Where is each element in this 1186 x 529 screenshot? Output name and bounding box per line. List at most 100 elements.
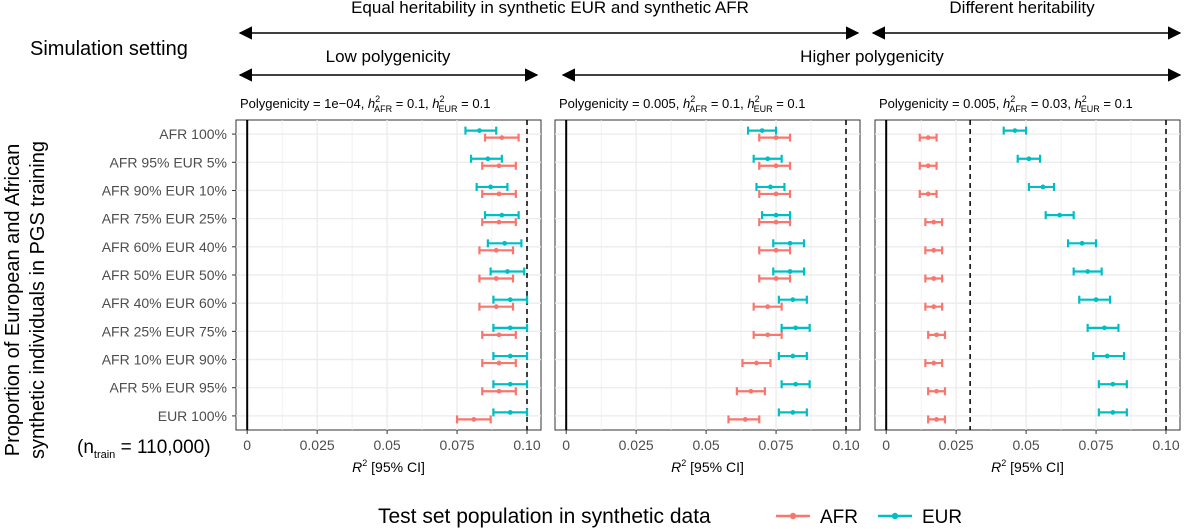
- x-tick-label: 0: [562, 437, 570, 453]
- data-point: [1040, 184, 1046, 190]
- series-afr: [455, 133, 520, 424]
- x-tick-label: 0: [243, 437, 251, 453]
- data-point: [787, 240, 793, 246]
- panel-title: Polygenicity = 0.005, h2 AFR = 0.03, h2 EU…: [879, 94, 1133, 114]
- data-point: [1079, 240, 1085, 246]
- x-axis-title: R2 [95% CI]: [671, 458, 744, 475]
- different-heritability-label: Different heritability: [949, 0, 1095, 17]
- category-labels: AFR 100% AFR 95% EUR 5% AFR 90% EUR 10% AFR…: [102, 126, 236, 424]
- category-label: AFR 40% EUR 60%: [102, 295, 227, 311]
- y-axis-title: Proportion of European and African synth…: [2, 141, 49, 459]
- data-point: [931, 360, 937, 366]
- data-point: [931, 276, 937, 281]
- data-point: [773, 247, 779, 253]
- legend-item-afr: AFR: [776, 507, 858, 528]
- data-point: [499, 135, 505, 140]
- data-point: [773, 163, 779, 169]
- data-point: [496, 360, 502, 366]
- data-point: [790, 410, 796, 415]
- x-tick-label: 0.075: [1079, 437, 1114, 453]
- data-point: [507, 353, 513, 359]
- higher-polygenicity-label: Higher polygenicity: [800, 47, 944, 66]
- data-point: [931, 247, 937, 253]
- data-point: [765, 156, 771, 162]
- data-point: [793, 381, 799, 387]
- category-label: AFR 100%: [159, 126, 227, 142]
- data-point: [765, 304, 771, 310]
- data-point: [742, 417, 748, 422]
- panel-3: Polygenicity = 0.005, h2 AFR = 0.03, h2 EU…: [874, 94, 1181, 475]
- category-label: AFR 5% EUR 95%: [110, 380, 227, 396]
- series-eur: [1002, 126, 1128, 417]
- category-label: AFR 75% EUR 25%: [102, 211, 227, 227]
- data-point: [1110, 410, 1116, 415]
- data-point: [493, 276, 499, 281]
- data-point: [1110, 381, 1116, 387]
- data-point: [496, 388, 502, 394]
- series-eur: [746, 126, 811, 417]
- legend: Test set population in synthetic data AF…: [378, 505, 962, 528]
- data-point: [488, 184, 494, 190]
- data-point: [471, 417, 477, 422]
- data-point: [925, 163, 931, 169]
- x-tick-label: 0.025: [619, 437, 654, 453]
- data-point: [925, 135, 931, 140]
- simulation-setting-label: Simulation setting: [30, 38, 188, 60]
- data-point: [765, 332, 771, 338]
- x-axis-title: R2 [95% CI]: [352, 458, 425, 475]
- data-point: [773, 212, 779, 218]
- x-tick-label: 0.075: [759, 437, 794, 453]
- category-label: AFR 95% EUR 5%: [110, 154, 227, 170]
- data-point: [493, 304, 499, 310]
- data-point: [493, 247, 499, 253]
- data-point: [496, 219, 502, 225]
- data-point: [1026, 156, 1032, 162]
- data-point: [768, 184, 773, 190]
- category-label: AFR 10% EUR 90%: [102, 352, 227, 368]
- legend-afr-point: [789, 512, 797, 520]
- panel-title: Polygenicity = 0.005, h2 AFR = 0.1, h2 EUR…: [559, 94, 805, 114]
- x-tick-label: 0.10: [1152, 437, 1179, 453]
- data-point: [1057, 212, 1063, 218]
- legend-title: Test set population in synthetic data: [378, 505, 711, 528]
- data-point: [934, 332, 939, 338]
- data-point: [496, 163, 502, 169]
- y-axis-title-line2: synthetic individuals in PGS training: [27, 141, 49, 459]
- panel-title: Polygenicity = 1e−04, h2 AFR = 0.1, h2 EUR…: [240, 94, 490, 114]
- n-train-prefix: (n: [77, 437, 94, 458]
- data-point: [1093, 297, 1099, 303]
- data-point: [790, 353, 796, 359]
- category-label: AFR 50% EUR 50%: [102, 267, 227, 283]
- data-point: [485, 156, 491, 162]
- data-point: [1085, 269, 1091, 274]
- legend-eur-label: EUR: [922, 507, 962, 528]
- x-tick-label: 0.10: [832, 437, 859, 453]
- data-point: [505, 269, 510, 274]
- category-label: EUR 100%: [158, 408, 227, 424]
- x-tick-label: 0.025: [300, 437, 335, 453]
- x-tick-label: 0.05: [373, 437, 400, 453]
- x-tick-label: 0.025: [939, 437, 974, 453]
- series-afr: [727, 133, 792, 424]
- series-eur: [464, 126, 529, 417]
- data-point: [793, 325, 799, 331]
- x-tick-label: 0.05: [692, 437, 719, 453]
- data-point: [499, 212, 505, 218]
- data-point: [1012, 128, 1018, 133]
- data-point: [931, 219, 937, 225]
- data-point: [754, 360, 759, 366]
- data-point: [748, 388, 754, 394]
- data-point: [502, 240, 508, 246]
- data-point: [507, 297, 513, 303]
- n-train-note: (ntrain = 110,000): [77, 437, 211, 461]
- y-axis-title-line1: Proportion of European and African: [2, 144, 24, 456]
- x-tick-label: 0.10: [513, 437, 540, 453]
- series-afr: [918, 133, 947, 424]
- panel-2: Polygenicity = 0.005, h2 AFR = 0.1, h2 EUR…: [554, 94, 861, 475]
- data-point: [507, 325, 513, 331]
- data-point: [790, 297, 796, 303]
- data-point: [773, 276, 779, 281]
- data-point: [1104, 353, 1110, 359]
- data-point: [496, 332, 502, 338]
